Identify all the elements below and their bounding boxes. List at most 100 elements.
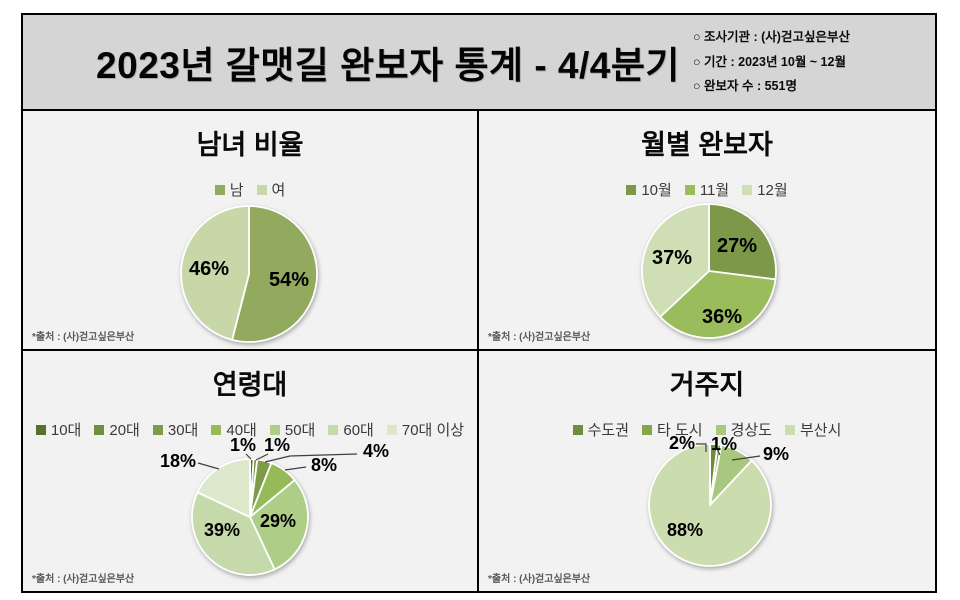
chart-title-monthly: 월별 완보자: [641, 130, 773, 160]
legend-swatch-icon: [642, 424, 652, 435]
legend-item: 여: [256, 179, 286, 200]
legend-item: 20대: [94, 419, 140, 440]
legend-item: 30대: [152, 419, 199, 440]
slice-percent-label: 54%: [269, 269, 309, 291]
slice-percent-label: 1%: [711, 434, 737, 454]
legend-swatch-icon: [35, 424, 46, 435]
legend-item: 경상도: [715, 419, 772, 440]
label-leader-line: [731, 455, 761, 461]
slice-percent-label: 29%: [260, 511, 296, 531]
slice-percent-label: 46%: [189, 258, 229, 280]
survey-period-line: ○ 기간 : 2023년 10월 ~ 12월: [693, 54, 846, 69]
label-leader-line: [245, 453, 252, 460]
legend-swatch-icon: [784, 424, 795, 435]
age-groups-pie-chart: 1% 1% 4% 8% 29% 39% 18%: [160, 435, 389, 576]
survey-info-box: ○ 조사기관 : (사)걷고싶은부산 ○ 기간 : 2023년 10월 ~ 12…: [693, 25, 935, 98]
legend-swatch-icon: [214, 184, 225, 195]
source-note: *출처 : (사)걷고싶은부산: [488, 332, 591, 343]
slice-percent-label: 36%: [702, 306, 742, 328]
label-leader-line: [255, 453, 269, 461]
legend-swatch-icon: [328, 424, 339, 435]
slice-percent-label: 4%: [363, 441, 389, 461]
label-leader-line: [284, 466, 307, 471]
legend-item: 70대 이상: [386, 419, 465, 440]
legend-swatch-icon: [94, 424, 105, 435]
pie-slice-12월: [641, 203, 710, 318]
legend-label: 40대: [226, 422, 257, 439]
quadrant-monthly-completers: 27% 36% 37% 월별 완보자 10월 11월 12월 *출처 : (사)걷고싶은…: [479, 111, 935, 351]
slice-percent-label: 37%: [652, 247, 692, 269]
legend-label: 여: [271, 182, 286, 199]
slice-percent-label: 9%: [763, 444, 789, 464]
pie-slice-60대: [191, 491, 276, 576]
legend-label: 10월: [641, 182, 672, 199]
legend-label: 12월: [757, 182, 788, 199]
residence-pie-chart: 2% 1% 9% 88%: [648, 433, 789, 567]
legend-item: 부산시: [784, 419, 842, 440]
legend-item: 10월: [626, 179, 672, 200]
pie-slice-부산시: [648, 443, 772, 567]
dashboard-frame: 2023년 갈맷길 완보자 통계 - 4/4분기 ○ 조사기관 : (사)걷고싶…: [21, 13, 937, 593]
chart-legend-age: 10대 20대 30대 40대 50대 60대 70대 이상: [23, 419, 477, 440]
pie-slice-10월: [708, 203, 777, 281]
pie-slice-여: [180, 205, 250, 341]
legend-label: 수도권: [587, 422, 629, 439]
legend-label: 50대: [284, 422, 316, 439]
legend-label: 30대: [167, 422, 199, 439]
legend-swatch-icon: [211, 424, 222, 435]
legend-label: 10대: [50, 422, 82, 439]
slice-percent-label: 27%: [717, 235, 757, 257]
legend-swatch-icon: [152, 424, 163, 435]
completer-count-line: ○ 완보자 수 : 551명: [693, 79, 797, 94]
monthly-completers-pie-chart: 27% 36% 37%: [641, 203, 777, 339]
legend-swatch-icon: [684, 184, 695, 195]
pie-slice-남: [231, 205, 318, 343]
gender-ratio-pie-chart: 54% 46%: [180, 205, 318, 343]
slice-percent-label: 8%: [311, 455, 337, 475]
legend-label: 남: [229, 182, 244, 199]
pie-slice-70대 이상: [196, 458, 251, 518]
slice-percent-label: 1%: [230, 435, 256, 455]
legend-label: 부산시: [799, 422, 842, 439]
label-leader-line: [716, 448, 721, 456]
legend-item: 남: [214, 179, 244, 200]
legend-swatch-icon: [715, 424, 726, 435]
legend-swatch-icon: [742, 184, 753, 195]
legend-item: 40대: [211, 419, 257, 440]
pie-slice-11월: [659, 270, 777, 339]
slice-percent-label: 1%: [264, 435, 290, 455]
legend-swatch-icon: [572, 424, 583, 435]
legend-label: 11월: [699, 182, 730, 199]
quadrant-age-groups: 1% 1% 4% 8% 29% 39% 18% 연령대 10대 20대 30대 40대 50대 60대…: [23, 351, 479, 591]
chart-title-residence: 거주지: [669, 370, 745, 400]
legend-item: 12월: [742, 179, 788, 200]
legend-item: 타 도시: [642, 419, 703, 440]
source-note: *출처 : (사)걷고싶은부산: [32, 574, 135, 585]
slice-percent-label: 88%: [667, 520, 703, 540]
legend-item: 50대: [269, 419, 316, 440]
label-leader-line: [197, 462, 220, 470]
legend-item: 60대: [328, 419, 374, 440]
legend-swatch-icon: [626, 184, 637, 195]
source-note: *출처 : (사)걷고싶은부산: [32, 332, 135, 343]
legend-item: 10대: [35, 419, 82, 440]
legend-item: 11월: [684, 179, 730, 200]
legend-item: 수도권: [572, 419, 629, 440]
header-band: 2023년 갈맷길 완보자 통계 - 4/4분기 ○ 조사기관 : (사)걷고싶…: [23, 15, 935, 111]
survey-agency-line: ○ 조사기관 : (사)걷고싶은부산: [693, 30, 850, 45]
page-title: 2023년 갈맷길 완보자 통계 - 4/4분기: [96, 45, 680, 86]
legend-label: 70대 이상: [401, 422, 465, 439]
label-leader-line: [696, 443, 707, 452]
label-leader-line: [264, 453, 358, 463]
chart-title-gender-ratio: 남녀 비율: [196, 130, 304, 160]
legend-label: 경상도: [730, 422, 772, 439]
chart-legend-monthly: 10월 11월 12월: [479, 179, 935, 200]
slice-percent-label: 18%: [160, 451, 196, 471]
legend-label: 타 도시: [657, 422, 703, 439]
legend-swatch-icon: [269, 424, 280, 435]
chart-legend-residence: 수도권 타 도시 경상도 부산시: [479, 419, 935, 440]
legend-swatch-icon: [386, 424, 397, 435]
